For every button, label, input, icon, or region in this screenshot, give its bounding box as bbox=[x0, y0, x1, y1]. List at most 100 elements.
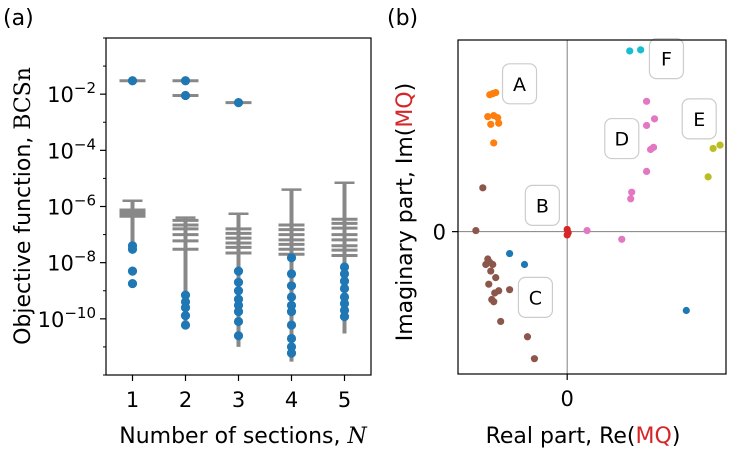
panel-a-x-axis-label: Number of sections, N bbox=[119, 424, 367, 449]
data-point-n5 bbox=[339, 292, 350, 302]
data-point-n1 bbox=[127, 244, 138, 254]
data-point-n2 bbox=[180, 90, 191, 101]
cluster-d-point bbox=[627, 195, 635, 203]
panel-b-plot-area: A B C D E F bbox=[458, 38, 726, 374]
panel-a-plot-area bbox=[119, 76, 358, 362]
panel-b-frame bbox=[457, 39, 727, 375]
cluster-d-point bbox=[628, 188, 636, 196]
cluster-label-b: B bbox=[524, 184, 560, 226]
y-tick-label: 10−2 bbox=[47, 79, 96, 107]
cluster-label-box bbox=[681, 98, 717, 140]
cluster-d-point bbox=[642, 97, 651, 105]
cluster-label-c: C bbox=[517, 276, 554, 318]
cluster-a-point bbox=[492, 88, 500, 97]
cluster-f-point bbox=[626, 47, 634, 55]
data-point-n4 bbox=[286, 307, 297, 317]
cluster-c-point bbox=[482, 260, 490, 269]
cluster-blue-point bbox=[506, 249, 514, 258]
x-tick-label: 1 bbox=[126, 388, 139, 412]
data-point-n4 bbox=[286, 292, 297, 302]
cluster-label-text: E bbox=[693, 109, 705, 131]
data-point-n3 bbox=[233, 266, 244, 276]
cluster-a-point bbox=[484, 113, 492, 121]
cluster-blue-point bbox=[520, 260, 529, 269]
data-point-n1 bbox=[127, 266, 138, 276]
cluster-c-point bbox=[497, 317, 505, 326]
cluster-a-point bbox=[495, 119, 503, 127]
data-point-n1 bbox=[127, 278, 138, 289]
y-tick-label: 0 bbox=[433, 221, 446, 245]
data-point-n1 bbox=[127, 76, 138, 86]
panel-b-ticks: 00 bbox=[433, 221, 574, 411]
cluster-c-point bbox=[472, 226, 480, 235]
x-tick-label: 4 bbox=[285, 388, 298, 412]
panel-b-y-axis-label: Imaginary part, Im(MQ) bbox=[393, 83, 418, 341]
cluster-d-point bbox=[650, 115, 659, 123]
data-point-n5 bbox=[339, 283, 350, 294]
cluster-label-box bbox=[517, 276, 554, 318]
cluster-label-text: D bbox=[614, 129, 629, 151]
cluster-label-box bbox=[604, 117, 640, 160]
y-tick-label: 10−4 bbox=[47, 135, 96, 163]
data-point-n3 bbox=[233, 316, 244, 327]
cluster-f-point bbox=[637, 46, 645, 54]
cluster-label-f: F bbox=[648, 38, 685, 80]
cluster-label-text: B bbox=[536, 195, 549, 217]
data-point-n5 bbox=[339, 312, 350, 322]
data-point-n4 bbox=[286, 333, 297, 344]
data-point-n3 bbox=[233, 277, 244, 287]
data-point-n5 bbox=[339, 276, 350, 286]
cluster-c-point bbox=[485, 280, 493, 288]
cluster-a-point bbox=[490, 139, 498, 147]
x-tick-label: 2 bbox=[179, 388, 192, 412]
panel-b-label: (b) bbox=[387, 6, 418, 31]
cluster-a-point bbox=[487, 120, 495, 128]
x-tick-label: 0 bbox=[560, 387, 573, 411]
data-point-n2 bbox=[180, 320, 191, 330]
panel-a-y-axis-label: Objective function, BCSn bbox=[11, 67, 36, 345]
cluster-d-point bbox=[642, 121, 651, 130]
cluster-label-text: F bbox=[661, 49, 672, 71]
cluster-b-point bbox=[563, 231, 571, 239]
cluster-label-text: C bbox=[529, 287, 542, 309]
cluster-label-box bbox=[524, 184, 560, 226]
y-tick-label: 10−6 bbox=[47, 192, 96, 220]
cluster-label-text: A bbox=[513, 74, 526, 96]
cluster-c-point bbox=[489, 260, 497, 269]
data-point-n5 bbox=[339, 298, 350, 309]
cluster-e-point bbox=[704, 173, 712, 181]
cluster-c-point bbox=[506, 286, 514, 294]
data-point-n5 bbox=[339, 269, 350, 279]
cluster-e-point bbox=[716, 141, 724, 149]
panel-b-x-axis-label: Real part, Re(MQ) bbox=[486, 424, 681, 449]
data-point-n2 bbox=[180, 290, 191, 300]
data-point-n4 bbox=[286, 253, 297, 263]
cluster-c-point bbox=[495, 287, 503, 295]
data-point-n3 bbox=[233, 286, 244, 296]
data-point-n2 bbox=[180, 303, 191, 313]
panel-b-y-mq: MQ bbox=[393, 91, 418, 127]
cluster-c-point bbox=[479, 184, 487, 192]
cluster-c-point bbox=[530, 355, 539, 363]
cluster-a-point bbox=[494, 114, 502, 122]
cluster-c-point bbox=[492, 274, 500, 282]
data-point-n3 bbox=[233, 331, 244, 341]
cluster-c-point bbox=[523, 333, 532, 341]
panel-a-label: (a) bbox=[3, 6, 34, 31]
cluster-label-box bbox=[501, 63, 538, 105]
y-tick-label: 10−8 bbox=[47, 248, 96, 276]
data-point-n4 bbox=[286, 281, 297, 291]
data-point-n4 bbox=[286, 320, 297, 330]
data-point-n4 bbox=[286, 348, 297, 358]
y-tick-label: 10−10 bbox=[38, 304, 96, 332]
data-point-n2 bbox=[180, 76, 191, 86]
cluster-d-point bbox=[583, 226, 591, 235]
cluster-c-point bbox=[487, 267, 495, 275]
x-tick-label: 3 bbox=[232, 388, 245, 412]
cluster-label-d: D bbox=[604, 117, 640, 160]
data-point-n3 bbox=[233, 98, 244, 108]
cluster-label-box bbox=[648, 38, 685, 80]
panel-a: (a) 1 2 3 4 5 10−2 10−4 10−6 10−8 10−10 Objective… bbox=[3, 6, 372, 449]
